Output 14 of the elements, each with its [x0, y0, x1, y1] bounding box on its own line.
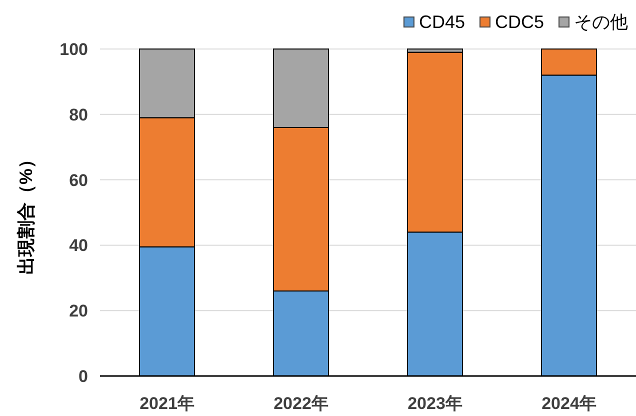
y-tick-label: 80 — [69, 105, 88, 124]
legend-label: CDC5 — [494, 12, 544, 32]
x-tick-label: 2023年 — [408, 394, 462, 413]
y-tick-label: 40 — [69, 236, 88, 256]
y-tick-label: 100 — [60, 40, 88, 59]
x-tick-label: 2022年 — [274, 394, 328, 413]
y-tick-label: 20 — [69, 302, 88, 321]
y-axis-title: 出現割合（%） — [16, 150, 36, 275]
x-tick-label: 2021年 — [140, 394, 194, 413]
legend-label: CD45 — [418, 12, 465, 32]
x-tick-label: 2024年 — [542, 394, 596, 413]
legend-label: その他 — [574, 12, 628, 32]
y-tick-label: 60 — [69, 170, 88, 190]
y-tick-label: 0 — [78, 367, 88, 386]
